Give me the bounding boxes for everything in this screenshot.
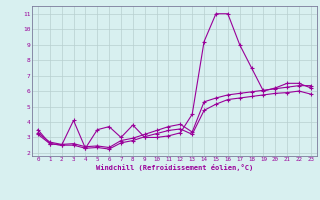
X-axis label: Windchill (Refroidissement éolien,°C): Windchill (Refroidissement éolien,°C): [96, 164, 253, 171]
